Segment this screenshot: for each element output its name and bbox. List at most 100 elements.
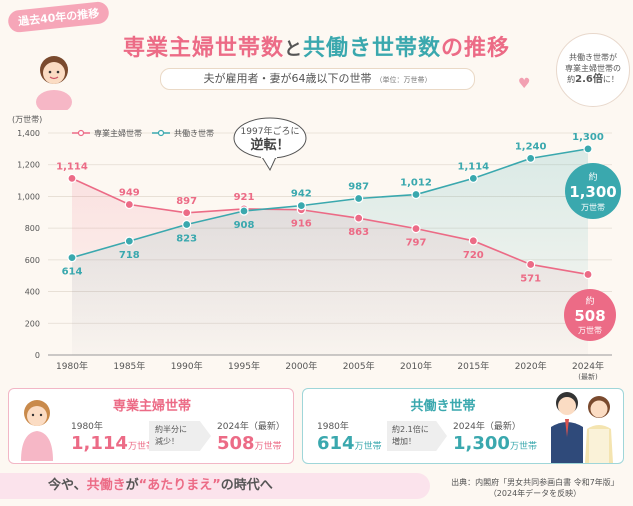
data-point: [411, 189, 421, 200]
x-tick-label: 1980年: [56, 360, 88, 372]
housewife-to-value: 508: [217, 433, 255, 454]
housewife-to-year: 2024年（最新）: [217, 422, 285, 432]
bubble-dual-unit: 万世帯: [581, 202, 605, 212]
data-label: 571: [520, 273, 541, 284]
x-tick-sublabel: (最新): [578, 372, 598, 381]
legend-label-dual: 共働き世帯: [174, 128, 214, 138]
series-line: [71, 177, 589, 276]
dual-from-year: 1980年: [317, 422, 349, 432]
bubble-housewife-prefix: 約: [585, 295, 594, 307]
data-point: [67, 253, 77, 263]
heart-icon: ♥: [518, 76, 531, 92]
dual-income-summary-card: 共働き世帯 1980年 614万世帯 約2.1倍に 増加！ 2024年（最新） …: [302, 388, 624, 464]
dual-to-value: 1,300: [453, 433, 510, 454]
data-point: [296, 201, 306, 211]
bubble-housewife-value: 508: [574, 307, 605, 325]
legend-marker-dual: [157, 129, 165, 137]
y-tick-label: 200: [25, 319, 40, 328]
data-label: 720: [463, 250, 484, 261]
data-label: 1,240: [515, 141, 547, 152]
source-line2: （2024年データを反映）: [488, 489, 582, 498]
page-title: 専業主婦世帯数と共働き世帯数の推移: [0, 30, 633, 62]
banner-ga: が: [125, 478, 139, 493]
note-line2: 専業主婦世帯の: [565, 64, 621, 73]
dual-from-value: 614: [317, 433, 355, 454]
housewife-from-value: 1,114: [71, 433, 128, 454]
title-housewife: 専業主婦世帯数: [122, 36, 284, 61]
dual-to-unit: 万世帯: [509, 442, 537, 452]
housewife-from: 1,114万世帯: [71, 433, 155, 454]
data-label: 949: [119, 188, 140, 199]
x-tick-label: 1990年: [171, 360, 203, 372]
y-tick-label: 1,200: [17, 161, 40, 170]
housewife-card-title: 専業主婦世帯: [112, 399, 191, 414]
note-ratio: 2.6倍: [575, 74, 603, 85]
woman-illustration-icon: [30, 50, 78, 114]
data-label: 987: [348, 181, 369, 192]
callout-line2: 逆転！: [250, 137, 289, 153]
legend: 専業主婦世帯 共働き世帯: [72, 128, 214, 138]
title-and: と: [283, 39, 303, 60]
data-label: 942: [291, 189, 312, 200]
note-prefix: 約: [567, 75, 576, 84]
bubble-dual-value: 1,300: [569, 183, 616, 201]
x-tick-label: 1995年: [228, 360, 260, 372]
y-tick-label: 400: [25, 288, 40, 297]
data-label: 797: [406, 238, 427, 249]
legend-label-housewife: 専業主婦世帯: [94, 128, 142, 138]
x-tick-label: 2015年: [457, 360, 489, 372]
dual-change-arrow: 約2.1倍に 増加！: [387, 421, 447, 451]
housewife-from-unit: 万世帯: [127, 442, 155, 452]
data-label: 897: [176, 196, 197, 207]
y-tick-label: 600: [25, 256, 40, 265]
note-suffix: に！: [602, 75, 619, 84]
dual-card-title: 共働き世帯: [410, 399, 476, 414]
data-point: [124, 236, 134, 246]
source-line1: 出典：内閣府「男女共同参画白書 令和7年版」: [451, 478, 619, 487]
y-tick-label: 0: [35, 351, 40, 360]
x-tick-label: 2024年: [572, 360, 604, 372]
bubble-dual-prefix: 約: [588, 171, 597, 183]
note-line1: 共働き世帯が: [569, 53, 617, 62]
title-trend: の推移: [441, 36, 511, 61]
callout-line1: 1997年ごろに: [241, 125, 300, 137]
dual-to: 1,300万世帯: [453, 433, 537, 454]
subtitle-unit: （単位：万世帯）: [375, 76, 432, 84]
bubble-housewife-unit: 万世帯: [578, 325, 602, 335]
subtitle-main: 夫が雇用者・妻が64歳以下の世帯: [203, 72, 372, 85]
data-label: 921: [234, 192, 255, 203]
banner-dual: 共働き: [86, 478, 126, 493]
legend-marker-housewife: [77, 129, 85, 137]
housewife-to: 508万世帯: [217, 433, 282, 454]
end-bubble-dual: 約 1,300 万世帯: [565, 163, 621, 219]
line-chart: (万世帯) 0 200 400 600 800 1,000 1,200 1,400 1,114…: [12, 114, 621, 381]
data-label: 908: [234, 220, 255, 231]
x-tick-label: 1985年: [113, 360, 145, 372]
data-label: 863: [348, 227, 369, 238]
dual-arrow-line1: 約2.1倍に: [392, 425, 429, 434]
x-tick-label: 2010年: [400, 360, 432, 372]
data-label: 1,300: [572, 132, 604, 143]
data-point: [526, 153, 536, 163]
woman-apron-icon: [13, 395, 61, 461]
bottom-banner: 今や、共働きが“あたりまえ”の時代へ: [0, 473, 430, 499]
housewife-arrow-line1: 約半分に: [155, 425, 187, 434]
data-label: 718: [119, 250, 140, 261]
x-tick-label: 2000年: [285, 360, 317, 372]
data-point: [468, 173, 478, 183]
housewife-to-unit: 万世帯: [254, 442, 282, 452]
data-label: 1,012: [400, 178, 432, 189]
data-point: [182, 219, 192, 230]
x-tick-label: 2005年: [343, 360, 375, 372]
data-label: 916: [291, 219, 312, 230]
data-point: [239, 206, 249, 216]
y-axis-label: (万世帯): [12, 114, 42, 124]
series-area: [72, 148, 588, 355]
title-dual: 共働き世帯数: [302, 36, 441, 61]
data-point: [411, 224, 421, 234]
housewife-change-arrow: 約半分に 減少！: [149, 421, 211, 451]
housewife-from-year: 1980年: [71, 422, 103, 432]
y-tick-label: 800: [25, 224, 40, 233]
housewife-arrow-line2: 減少！: [155, 437, 179, 446]
dual-to-year: 2024年（最新）: [453, 422, 521, 432]
